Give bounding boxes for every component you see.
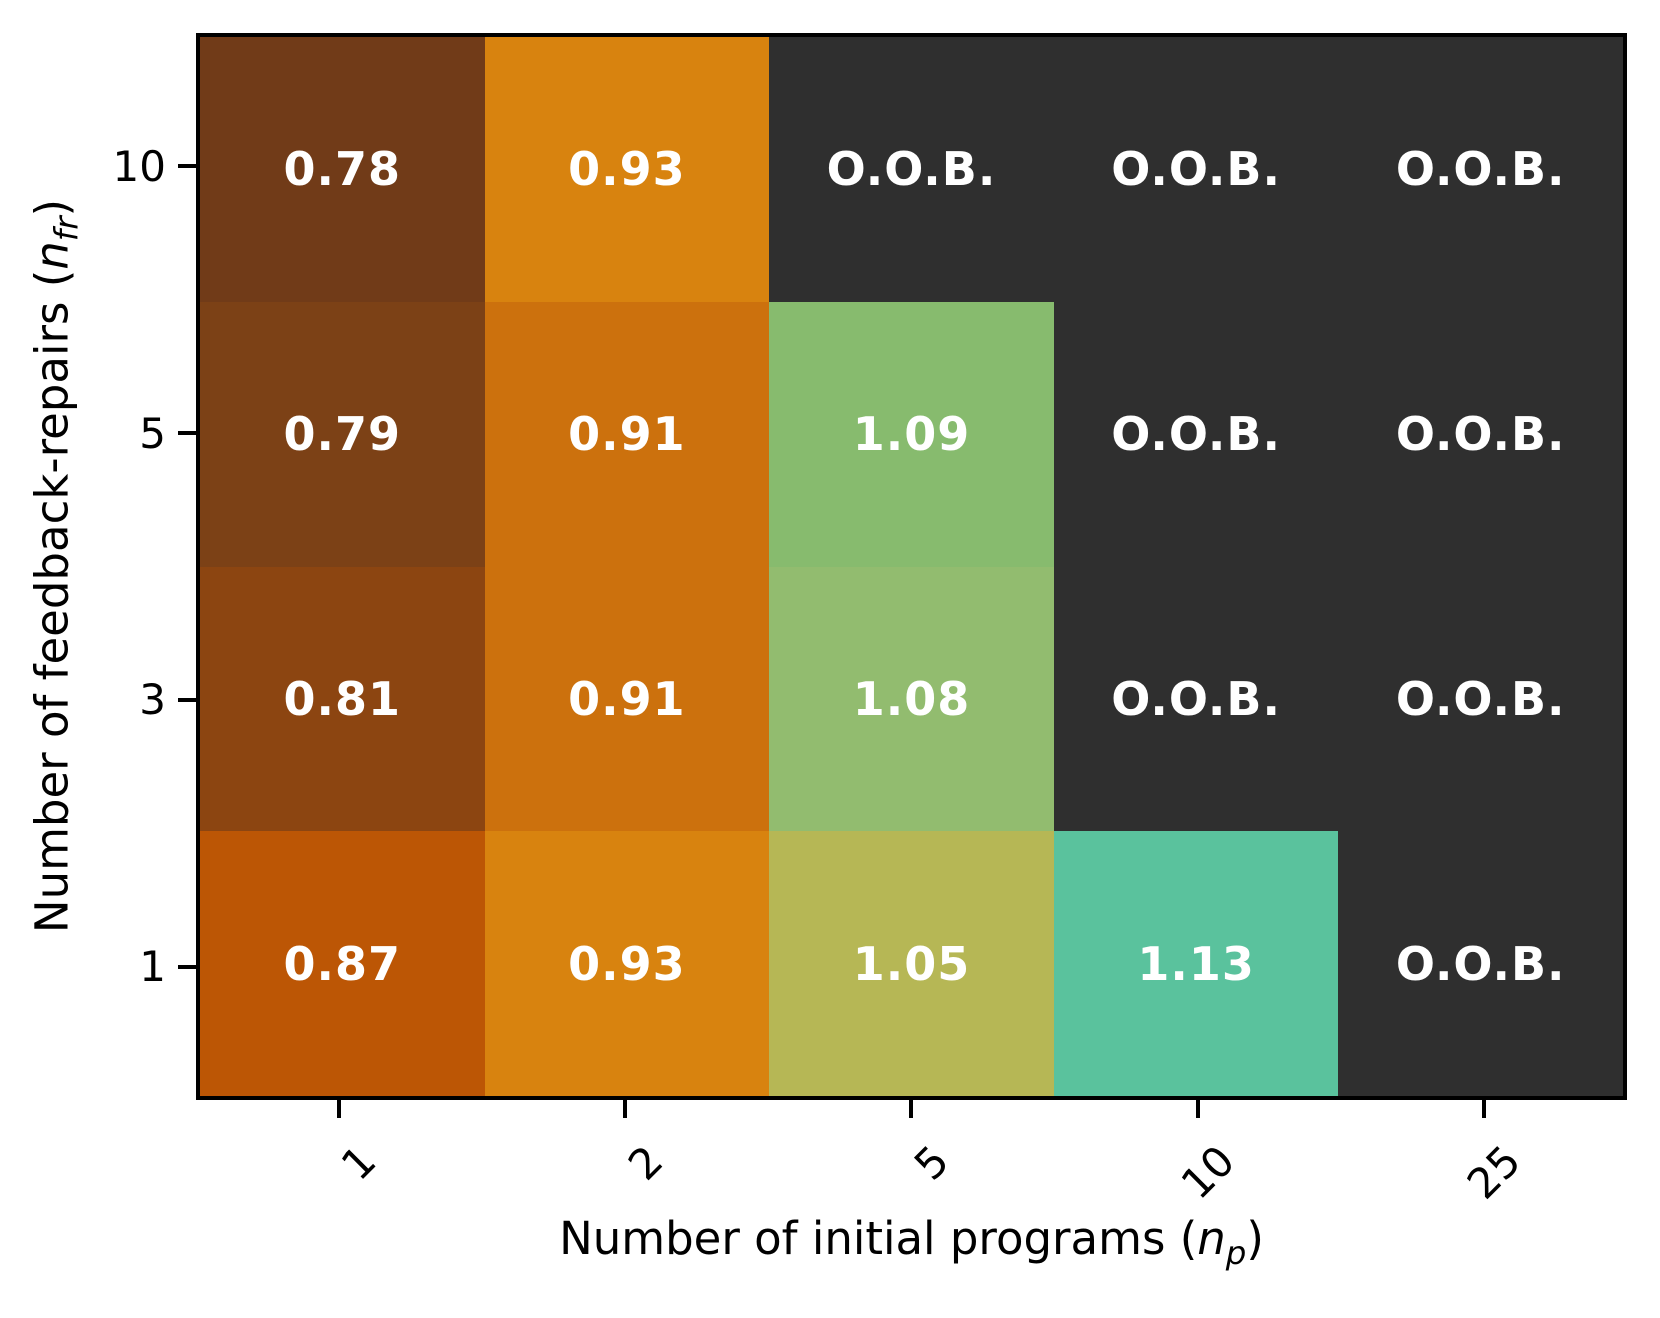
- x-tick-label: 1: [332, 1136, 386, 1190]
- y-tick: 5: [0, 300, 196, 567]
- heatmap-cell: 1.08: [769, 566, 1054, 832]
- y-tick-mark: [178, 697, 196, 702]
- cell-value: 1.08: [852, 671, 971, 726]
- y-tick-mark: [178, 964, 196, 969]
- x-tick-mark: [909, 1100, 914, 1118]
- cell-value: O.O.B.: [1111, 407, 1281, 462]
- cell-value: O.O.B.: [1111, 142, 1281, 197]
- y-axis: 10 5 3 1: [0, 33, 196, 1100]
- cell-value: 1.13: [1137, 936, 1255, 991]
- heatmap-cell: O.O.B.: [1338, 301, 1623, 567]
- x-tick-label: 2: [618, 1136, 672, 1190]
- cell-value: 0.78: [283, 142, 402, 197]
- y-tick-mark: [178, 164, 196, 169]
- heatmap-cell: 0.87: [200, 831, 485, 1096]
- heatmap-cell: 1.05: [769, 831, 1054, 1096]
- x-tick-mark: [337, 1100, 342, 1118]
- x-tick-mark: [1195, 1100, 1200, 1118]
- heatmap-cell: 1.09: [769, 301, 1054, 567]
- y-axis-title-close: ): [25, 198, 79, 217]
- heatmap-cell: O.O.B.: [1053, 566, 1339, 832]
- x-axis-title-close: ): [1246, 1212, 1264, 1265]
- y-axis-title-var: n: [25, 241, 79, 270]
- x-axis: 1 2 5 10 25: [196, 1100, 1627, 1270]
- cell-value: 1.09: [852, 407, 971, 462]
- y-axis-title: Number of feedback-repairs (nfr): [25, 198, 86, 934]
- x-axis-title-subscript: p: [1225, 1234, 1247, 1272]
- y-tick-mark: [178, 431, 196, 436]
- cell-value: O.O.B.: [1395, 407, 1566, 462]
- heatmap-cell: O.O.B.: [1338, 831, 1623, 1096]
- cell-value: 0.87: [283, 936, 402, 991]
- heatmap-cell: O.O.B.: [1053, 37, 1339, 302]
- heatmap-cell: O.O.B.: [1338, 566, 1623, 832]
- x-tick: 2: [482, 1100, 768, 1270]
- y-axis-title-subscript: fr: [47, 216, 86, 242]
- heatmap-cell: O.O.B.: [1053, 301, 1339, 567]
- cell-value: O.O.B.: [826, 142, 997, 197]
- cell-value: 0.91: [568, 407, 686, 462]
- x-tick-label: 25: [1458, 1136, 1531, 1209]
- cell-value: 0.79: [283, 407, 402, 462]
- heatmap-cell: 0.93: [484, 37, 770, 302]
- y-tick: 3: [0, 567, 196, 834]
- y-tick-label: 1: [139, 942, 166, 992]
- x-tick-mark: [623, 1100, 628, 1118]
- cell-value: O.O.B.: [1111, 671, 1281, 726]
- cell-value: 0.93: [568, 936, 686, 991]
- heatmap-cell: O.O.B.: [769, 37, 1054, 302]
- cell-value: 0.81: [283, 671, 402, 726]
- heatmap-grid: 0.78 0.93 O.O.B. O.O.B. O.O.B. 0.79 0.91…: [200, 37, 1623, 1096]
- y-tick: 10: [0, 33, 196, 300]
- cell-value: O.O.B.: [1395, 142, 1566, 197]
- y-tick-label: 5: [139, 408, 166, 458]
- x-tick: 25: [1341, 1100, 1627, 1270]
- heatmap-cell: 0.79: [200, 301, 485, 567]
- y-axis-title-text: Number of feedback-repairs (: [25, 269, 79, 934]
- x-axis-title: Number of initial programs (np): [196, 1212, 1627, 1269]
- heatmap-cell: 0.78: [200, 37, 485, 302]
- x-tick-mark: [1481, 1100, 1486, 1118]
- cell-value: 1.05: [852, 936, 971, 991]
- heatmap-cell: 1.13: [1053, 831, 1339, 1096]
- heatmap-cell: 0.91: [484, 566, 770, 832]
- x-tick: 5: [768, 1100, 1054, 1270]
- heatmap-cell: 0.91: [484, 301, 770, 567]
- x-tick-label: 5: [904, 1136, 959, 1190]
- x-tick: 10: [1055, 1100, 1341, 1270]
- heatmap-cell: 0.81: [200, 566, 485, 832]
- cell-value: 0.93: [568, 142, 686, 197]
- heatmap-cell: 0.93: [484, 831, 770, 1096]
- y-tick: 1: [0, 833, 196, 1100]
- y-tick-label: 3: [139, 675, 166, 725]
- cell-value: O.O.B.: [1395, 671, 1566, 726]
- x-axis-title-var: n: [1197, 1212, 1226, 1265]
- y-tick-label: 10: [112, 141, 166, 191]
- x-tick-label: 10: [1171, 1136, 1245, 1209]
- cell-value: O.O.B.: [1395, 936, 1566, 991]
- x-tick: 1: [196, 1100, 482, 1270]
- cell-value: 0.91: [568, 671, 686, 726]
- x-axis-title-text: Number of initial programs (: [559, 1212, 1198, 1265]
- heatmap-cell: O.O.B.: [1338, 37, 1623, 302]
- heatmap-plot-area: 0.78 0.93 O.O.B. O.O.B. O.O.B. 0.79 0.91…: [196, 33, 1627, 1100]
